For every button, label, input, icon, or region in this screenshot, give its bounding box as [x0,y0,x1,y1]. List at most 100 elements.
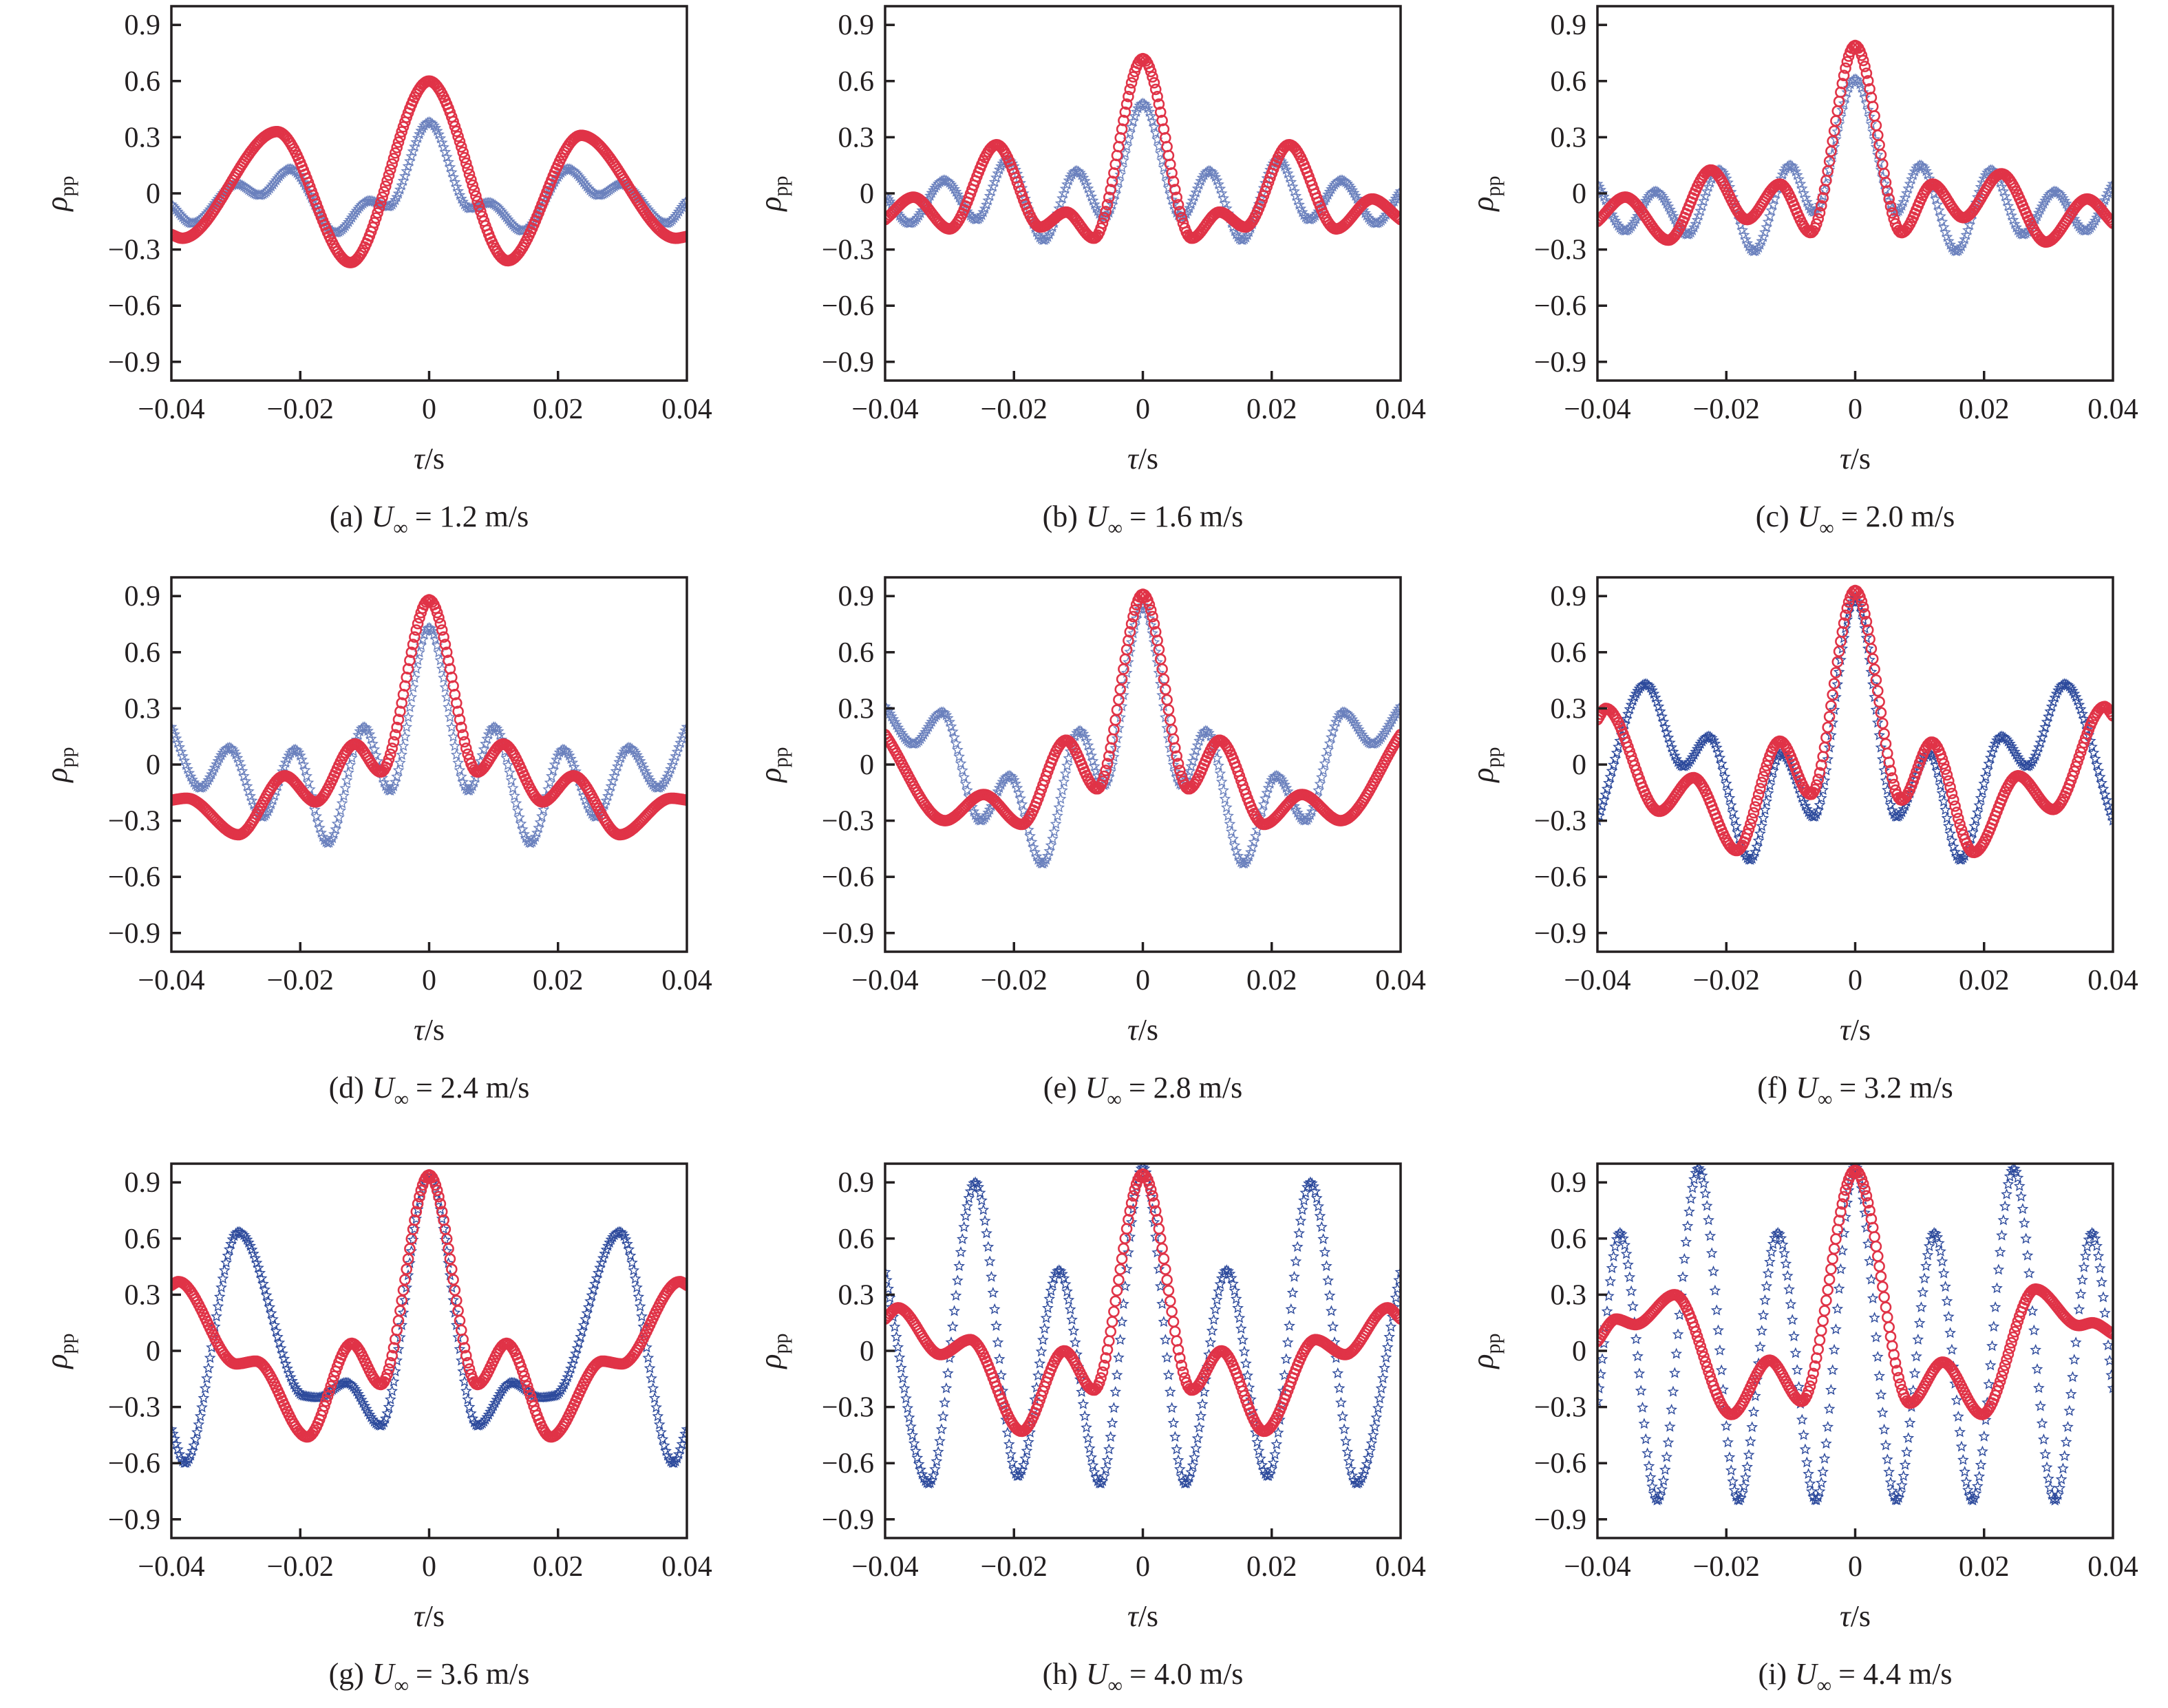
y-tick-label: −0.9 [1534,918,1586,950]
circle-marker [462,162,474,175]
star-marker [244,790,257,802]
star-marker [1354,726,1366,738]
circle-marker [1840,609,1851,621]
circle-marker [2105,708,2113,720]
star-marker [360,722,372,734]
star-marker [1666,741,1677,753]
star-marker [1220,801,1233,813]
circle-marker [1394,729,1401,740]
star-marker [1173,1463,1186,1475]
circle-marker [1812,773,1824,785]
star-marker [917,728,930,740]
star-marker [984,1255,996,1267]
star-marker [352,1388,364,1400]
series-circle-markers [885,52,1401,244]
star-marker [534,816,546,828]
star-marker [465,1407,477,1419]
star-marker [1193,178,1205,190]
star-marker [1066,1314,1078,1325]
star-marker [187,773,198,785]
star-marker [1112,175,1125,186]
star-marker [273,1336,286,1348]
star-marker [1183,202,1195,213]
star-marker [1944,827,1957,839]
star-marker [1093,773,1105,785]
star-marker [1862,104,1874,115]
star-marker [885,1283,895,1294]
circle-marker [1860,615,1873,628]
star-marker [931,1455,943,1466]
star-marker [188,1439,200,1451]
circle-marker [1100,206,1112,217]
star-marker [2089,753,2101,765]
star-marker [410,136,423,147]
star-marker [2044,705,2057,717]
circle-marker [1751,795,1763,807]
star-marker [289,1381,301,1393]
star-marker [885,195,896,207]
star-marker [2041,716,2053,727]
circle-marker [1838,617,1850,629]
circle-marker [460,743,472,754]
star-marker [905,1420,917,1432]
star-marker [1828,703,1840,715]
star-marker [1116,1316,1128,1327]
circle-marker [391,1324,403,1336]
star-marker [426,118,438,129]
star-marker [1983,758,1995,769]
circle-marker [1095,222,1107,234]
star-marker [608,1229,621,1241]
star-marker [2010,221,2022,233]
star-marker [577,1319,590,1331]
star-marker [2049,692,2061,703]
circle-marker [1394,213,1401,226]
circle-marker [1741,828,1753,840]
star-marker [1077,1398,1090,1409]
star-marker [1017,804,1030,816]
star-marker [544,776,556,788]
star-marker [449,176,461,188]
circle-marker [1392,211,1401,223]
circle-marker [471,195,484,207]
star-marker [1227,1277,1239,1289]
star-marker [1259,792,1271,804]
circle-marker [396,1294,408,1307]
star-marker [1936,787,1948,799]
star-marker [1145,110,1157,122]
star-marker [1230,1292,1242,1304]
star-marker [336,797,348,809]
star-marker [201,1372,213,1384]
circle-marker [1172,199,1184,211]
circle-marker [1167,175,1180,188]
star-marker [1001,1427,1014,1438]
y-tick-label: 0 [860,749,874,781]
circle-marker [2105,215,2113,228]
x-axis-label: τ/s [414,1599,445,1633]
star-marker [1822,753,1834,765]
star-marker [1941,812,1953,824]
plot-area [885,588,1401,869]
circle-marker [1872,685,1884,697]
star-marker [505,774,518,786]
star-marker [1937,796,1950,807]
y-tick-label: −0.3 [108,235,160,266]
star-marker [595,1257,608,1268]
star-marker [1761,796,1773,807]
y-tick-label: 0 [1572,178,1586,210]
star-marker [381,1407,394,1419]
star-marker [979,1215,991,1226]
star-marker [646,1372,657,1384]
star-marker [2078,713,2090,724]
star-marker [278,760,290,772]
circle-marker [2104,705,2113,718]
star-marker [1219,793,1231,804]
star-marker [339,782,352,793]
circle-marker [373,202,385,214]
star-marker [892,1341,904,1353]
y-tick-label: 0.6 [125,66,161,98]
circle-marker [378,186,390,198]
circle-marker [1818,741,1831,754]
star-marker [1087,1459,1099,1471]
circle-marker [1869,663,1880,675]
star-marker [509,789,520,801]
